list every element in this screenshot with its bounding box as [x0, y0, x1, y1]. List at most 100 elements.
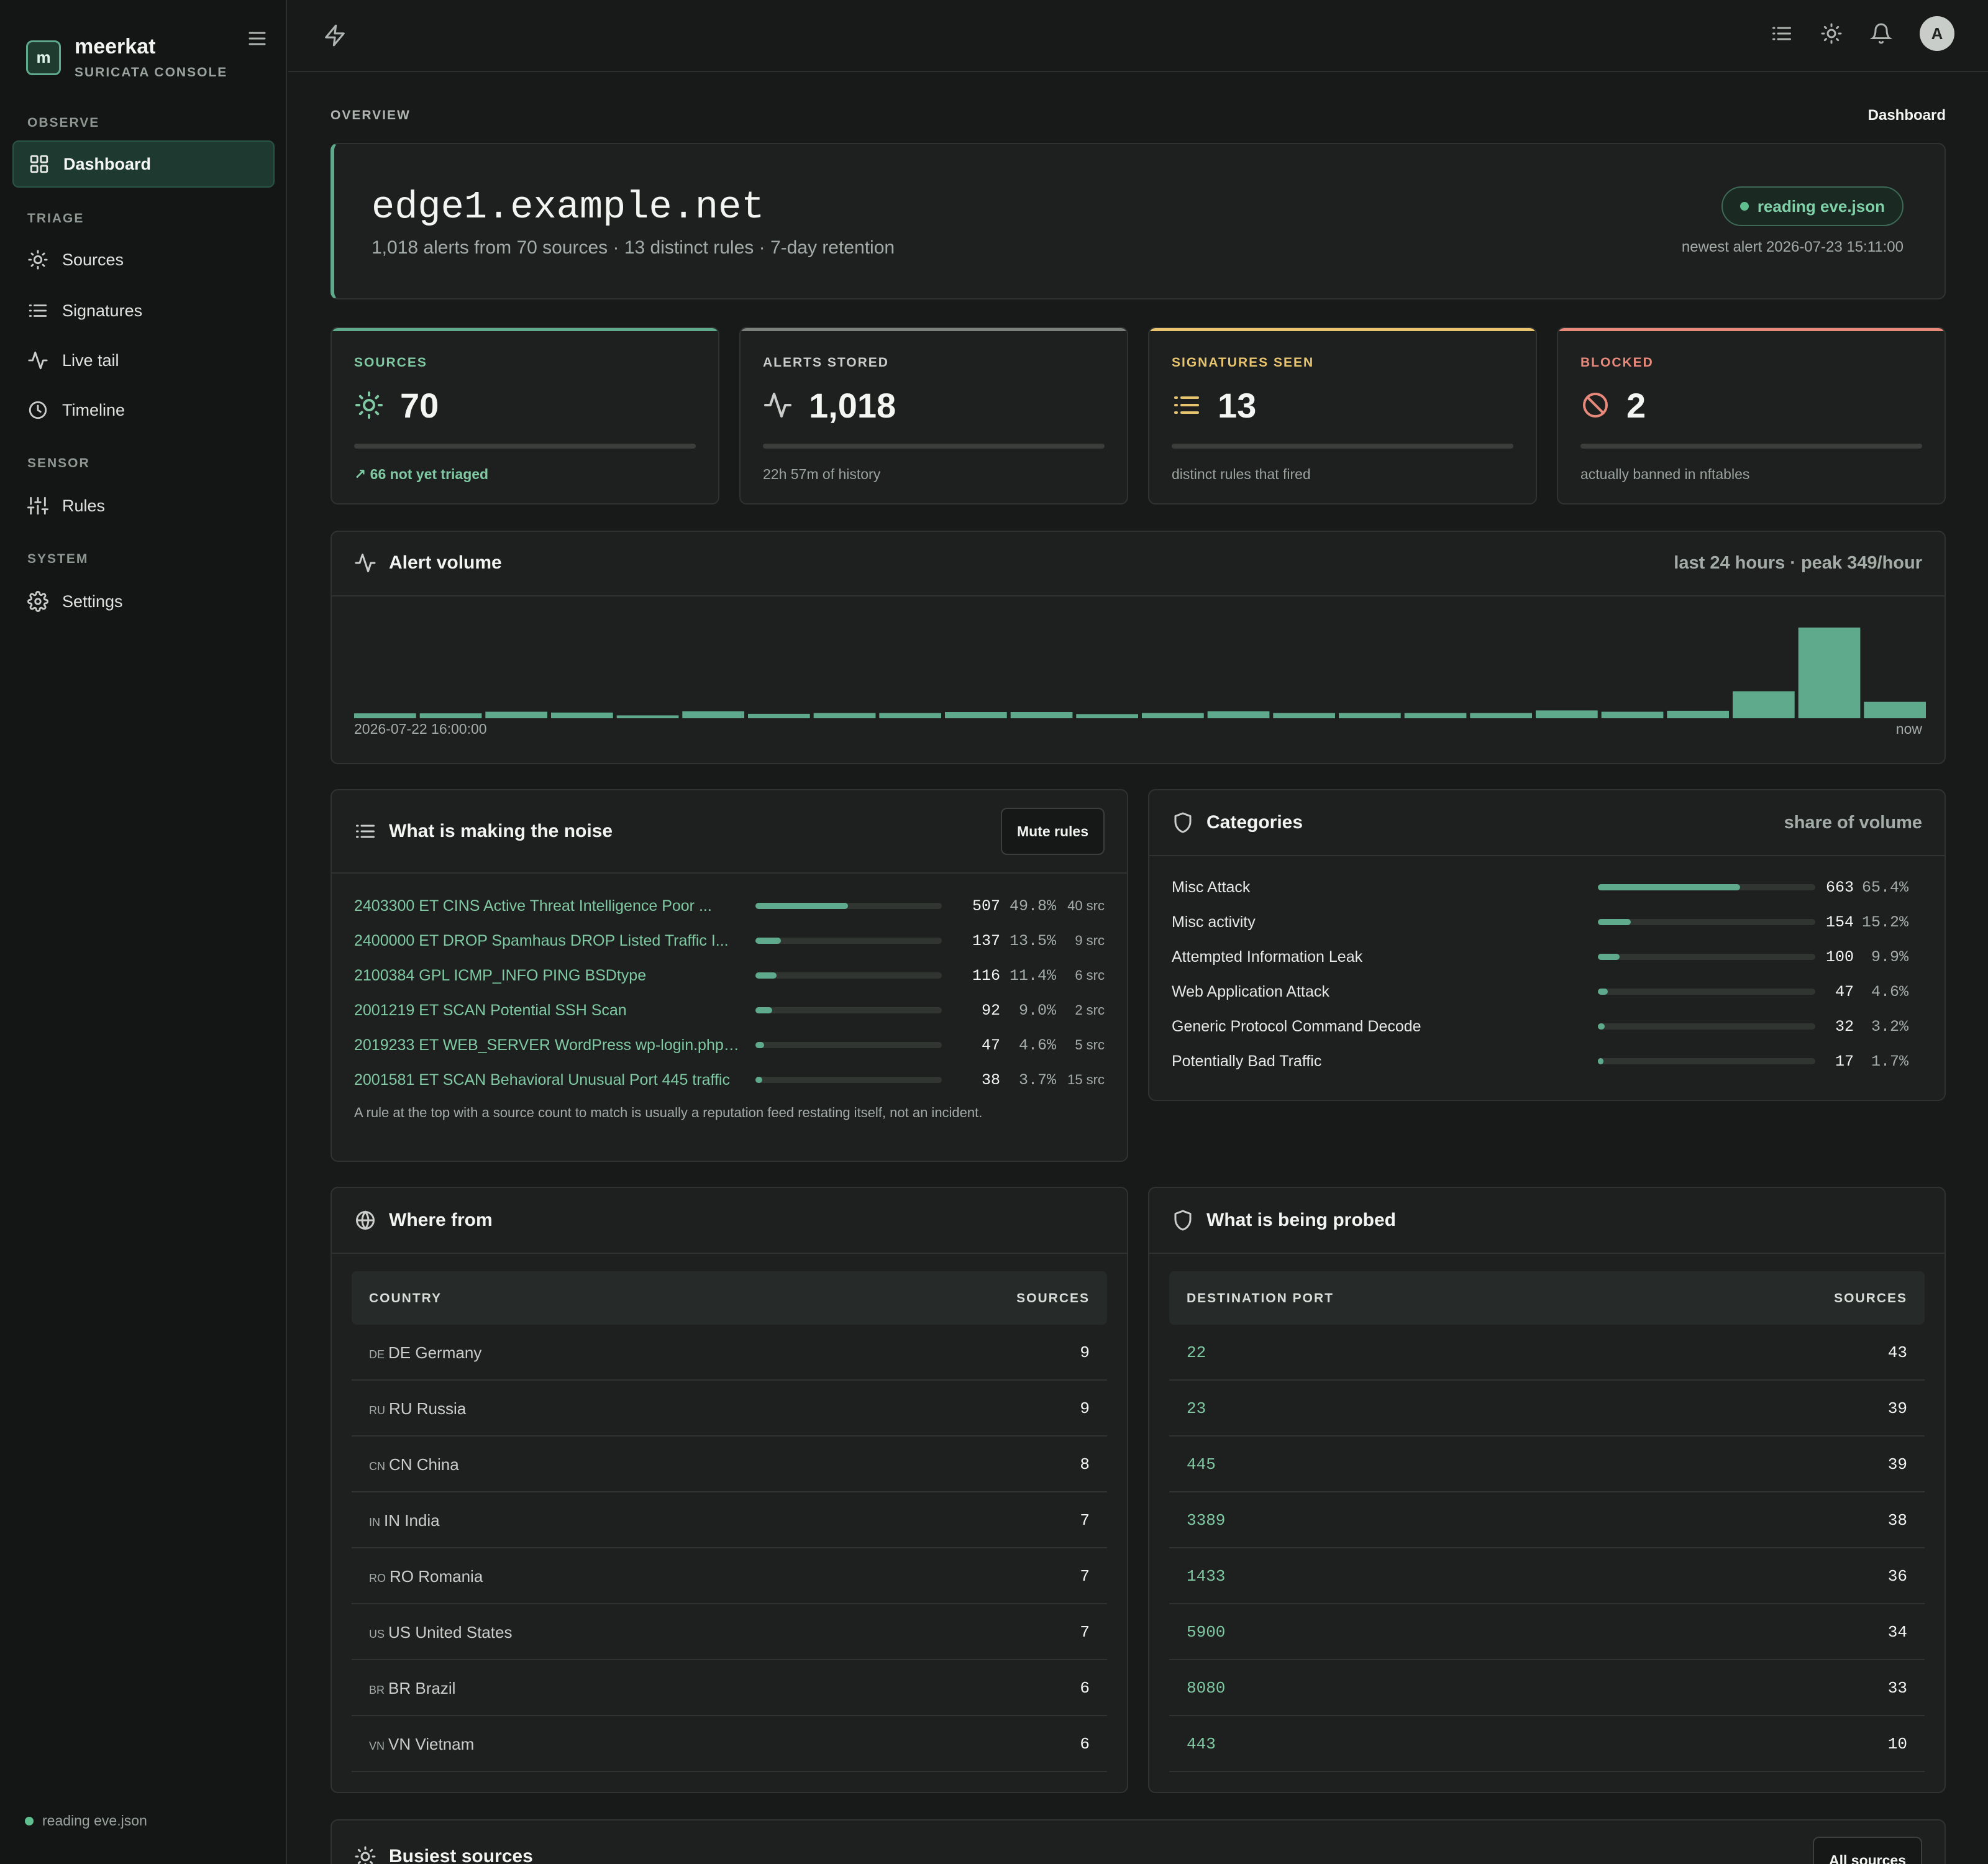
signature-link[interactable]: 2001219 ET SCAN Potential SSH Scan — [354, 1001, 627, 1019]
volume-bar[interactable] — [1470, 713, 1532, 718]
category-row[interactable]: Misc activity 154 15.2% — [1172, 910, 1922, 934]
volume-bar[interactable] — [1864, 701, 1926, 718]
stat-card-blocked[interactable]: BLOCKED 2 actually banned in nftables — [1557, 327, 1946, 505]
table-row[interactable]: CN CN China 8 — [352, 1437, 1107, 1492]
share-bar — [1598, 919, 1815, 925]
signature-link[interactable]: 2100384 GPL ICMP_INFO PING BSDtype — [354, 966, 647, 984]
noise-row[interactable]: 2400000 ET DROP Spamhaus DROP Listed Tra… — [354, 928, 1105, 953]
table-row[interactable]: 445 39 — [1169, 1437, 1925, 1492]
column-header-country[interactable]: COUNTRY — [369, 1291, 442, 1305]
sidebar-item-signatures[interactable]: Signatures — [12, 287, 275, 334]
host-name: edge1.example.net — [372, 185, 765, 229]
volume-bar[interactable] — [748, 713, 810, 718]
volume-bar[interactable] — [1142, 713, 1204, 718]
table-row[interactable]: 5900 34 — [1169, 1604, 1925, 1660]
table-row[interactable]: BR BR Brazil 6 — [352, 1660, 1107, 1716]
table-row[interactable]: IN IN India 7 — [352, 1492, 1107, 1548]
table-row[interactable]: US US United States 7 — [352, 1604, 1107, 1660]
list-view-icon[interactable] — [1771, 22, 1793, 45]
noise-row[interactable]: 2001581 ET SCAN Behavioral Unusual Port … — [354, 1067, 1105, 1092]
volume-bar[interactable] — [1536, 710, 1598, 718]
volume-bar[interactable] — [616, 715, 679, 718]
noise-row[interactable]: 2019233 ET WEB_SERVER WordPress wp-login… — [354, 1033, 1105, 1058]
port-link[interactable]: 23 — [1187, 1399, 1206, 1418]
volume-bar[interactable] — [813, 713, 876, 718]
category-name: Misc activity — [1172, 913, 1256, 931]
table-row[interactable]: 3389 38 — [1169, 1492, 1925, 1548]
table-row[interactable]: VN VN Vietnam 6 — [352, 1716, 1107, 1772]
volume-bar[interactable] — [1273, 713, 1335, 718]
volume-bar[interactable] — [1733, 691, 1795, 719]
volume-bar[interactable] — [945, 712, 1007, 718]
volume-bar[interactable] — [419, 713, 482, 718]
table-row[interactable]: RO RO Romania 7 — [352, 1548, 1107, 1604]
bell-icon[interactable] — [1870, 22, 1892, 45]
port-link[interactable]: 443 — [1187, 1735, 1216, 1753]
port-link[interactable]: 5900 — [1187, 1623, 1226, 1642]
volume-bar[interactable] — [1601, 711, 1664, 719]
alert-count: 47 — [981, 1036, 1000, 1054]
sidebar-item-live-tail[interactable]: Live tail — [12, 337, 275, 384]
table-row[interactable]: DE DE Germany 9 — [352, 1325, 1107, 1381]
volume-bar[interactable] — [1010, 712, 1073, 718]
sidebar-item-dashboard[interactable]: Dashboard — [12, 140, 275, 188]
bolt-icon[interactable] — [323, 24, 347, 47]
volume-bar[interactable] — [1339, 713, 1401, 718]
column-header-sources[interactable]: SOURCES — [1016, 1291, 1090, 1305]
stat-card-sources[interactable]: SOURCES 70 ↗ 66 not yet triaged — [331, 327, 719, 505]
volume-bar[interactable] — [1798, 628, 1861, 718]
volume-bar[interactable] — [1667, 710, 1729, 718]
volume-bar[interactable] — [1404, 713, 1467, 718]
noise-row[interactable]: 2403300 ET CINS Active Threat Intelligen… — [354, 893, 1105, 918]
category-row[interactable]: Web Application Attack 47 4.6% — [1172, 979, 1922, 1004]
app-subtitle: SURICATA CONSOLE — [75, 65, 228, 80]
sidebar-item-rules[interactable]: Rules — [12, 482, 275, 529]
country-code: IN — [369, 1516, 380, 1528]
volume-bar[interactable] — [354, 713, 416, 718]
volume-bar[interactable] — [1076, 714, 1138, 718]
category-row[interactable]: Potentially Bad Traffic 17 1.7% — [1172, 1049, 1922, 1074]
table-row[interactable]: 23 39 — [1169, 1381, 1925, 1437]
all-sources-button[interactable]: All sources — [1813, 1837, 1922, 1864]
port-link[interactable]: 8080 — [1187, 1679, 1226, 1697]
table-row[interactable]: RU RU Russia 9 — [352, 1381, 1107, 1437]
activity-icon — [28, 351, 48, 370]
stat-card-signatures[interactable]: SIGNATURES SEEN 13 distinct rules that f… — [1148, 327, 1537, 505]
table-row[interactable]: 22 43 — [1169, 1325, 1925, 1381]
mute-rules-button[interactable]: Mute rules — [1000, 808, 1105, 855]
brand[interactable]: m meerkat SURICATA CONSOLE — [26, 35, 227, 80]
column-header-port[interactable]: DESTINATION PORT — [1187, 1291, 1334, 1305]
avatar[interactable]: A — [1920, 16, 1954, 51]
sidebar-item-sources[interactable]: Sources — [12, 236, 275, 283]
signature-link[interactable]: 2403300 ET CINS Active Threat Intelligen… — [354, 897, 712, 915]
port-link[interactable]: 3389 — [1187, 1511, 1226, 1530]
sidebar-item-timeline[interactable]: Timeline — [12, 386, 275, 434]
noise-row[interactable]: 2100384 GPL ICMP_INFO PING BSDtype 116 11.… — [354, 963, 1105, 988]
sidebar-item-settings[interactable]: Settings — [12, 578, 275, 625]
volume-bar[interactable] — [551, 712, 613, 718]
signature-link[interactable]: 2019233 ET WEB_SERVER WordPress wp-login… — [354, 1036, 739, 1054]
category-row[interactable]: Generic Protocol Command Decode 32 3.2% — [1172, 1014, 1922, 1039]
category-row[interactable]: Attempted Information Leak 100 9.9% — [1172, 944, 1922, 969]
volume-bar[interactable] — [682, 711, 744, 718]
port-link[interactable]: 445 — [1187, 1455, 1216, 1474]
signature-link[interactable]: 2001581 ET SCAN Behavioral Unusual Port … — [354, 1071, 730, 1089]
country-name: RO Romania — [390, 1567, 483, 1586]
signature-link[interactable]: 2400000 ET DROP Spamhaus DROP Listed Tra… — [354, 931, 729, 949]
noise-row[interactable]: 2001219 ET SCAN Potential SSH Scan 92 9.0%… — [354, 998, 1105, 1023]
table-row[interactable]: 443 10 — [1169, 1716, 1925, 1772]
category-row[interactable]: Misc Attack 663 65.4% — [1172, 875, 1922, 900]
column-header-sources[interactable]: SOURCES — [1834, 1291, 1907, 1305]
menu-toggle-icon[interactable] — [246, 27, 268, 50]
port-link[interactable]: 1433 — [1187, 1567, 1226, 1586]
volume-bar[interactable] — [1207, 711, 1270, 718]
theme-toggle-icon[interactable] — [1820, 22, 1843, 45]
stat-label: SIGNATURES SEEN — [1172, 355, 1315, 370]
stat-card-alerts[interactable]: ALERTS STORED 1,018 22h 57m of history — [739, 327, 1128, 505]
table-row[interactable]: 1433 36 — [1169, 1548, 1925, 1604]
volume-bar[interactable] — [485, 711, 547, 719]
country-code: CN — [369, 1460, 385, 1473]
volume-bar[interactable] — [879, 713, 941, 718]
port-link[interactable]: 22 — [1187, 1343, 1206, 1362]
table-row[interactable]: 8080 33 — [1169, 1660, 1925, 1716]
